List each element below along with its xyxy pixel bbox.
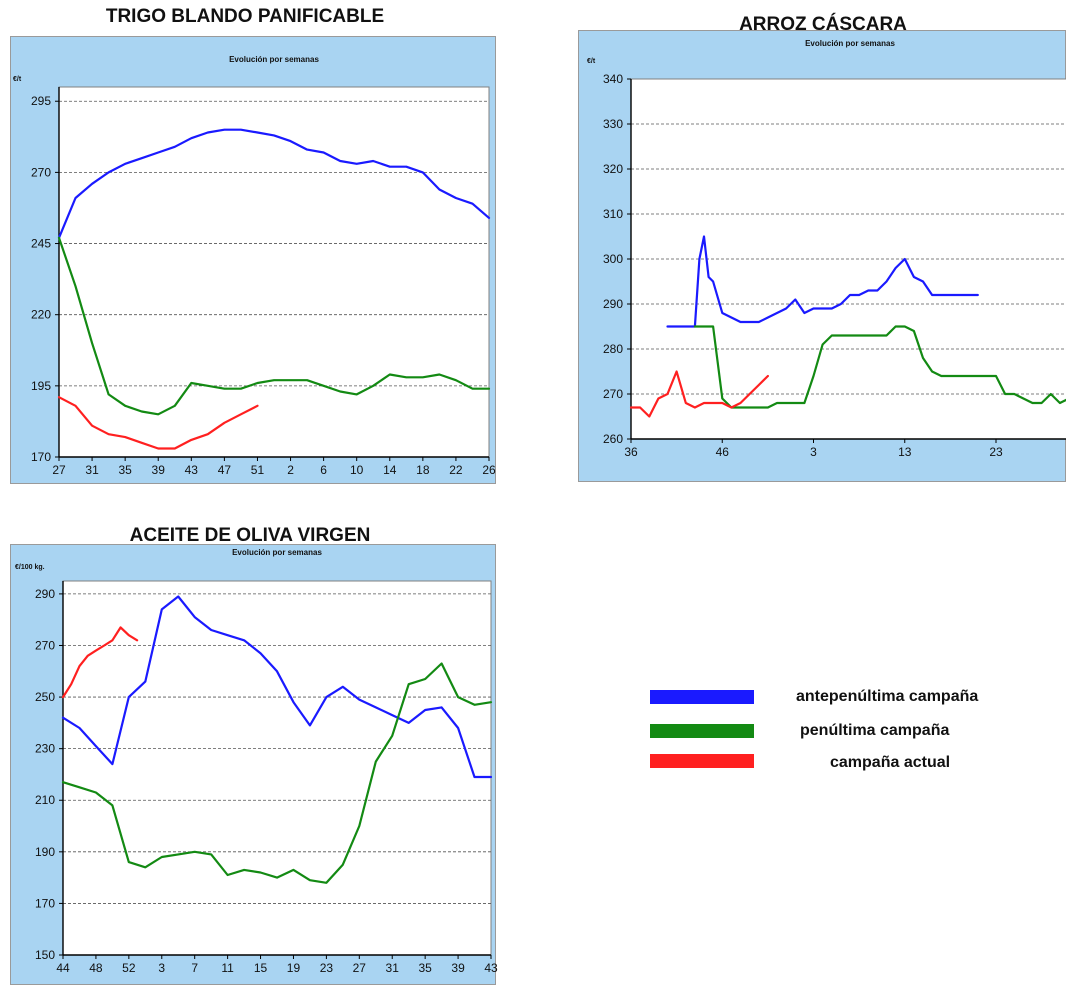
chart-svg-arroz: Evolución por semanas €/t 260 270 280 290 300 3… bbox=[587, 39, 1066, 459]
y-tick-label: 230 bbox=[35, 742, 55, 756]
series-line-0 bbox=[61, 595, 493, 779]
chart-panel-trigo: Evolución por semanas €/t 170 195 220 245 270 2… bbox=[10, 36, 496, 484]
y-tick-label: 210 bbox=[35, 793, 55, 807]
y-tick-label: 290 bbox=[603, 297, 623, 311]
chart-subtitle: Evolución por semanas bbox=[232, 548, 322, 557]
x-tick-label: 51 bbox=[251, 463, 265, 477]
x-tick-label: 15 bbox=[254, 961, 268, 975]
y-tick-label: 330 bbox=[603, 117, 623, 131]
x-tick-label: 39 bbox=[152, 463, 166, 477]
legend-label-antepenultima: antepenúltima campaña bbox=[796, 688, 979, 705]
unit-label: €/t bbox=[13, 76, 22, 83]
y-tick-label: 245 bbox=[31, 237, 51, 251]
chart-panel-arroz: Evolución por semanas €/t 260 270 280 290 300 3… bbox=[578, 30, 1066, 482]
x-tick-label: 3 bbox=[810, 445, 817, 459]
y-tick-label: 170 bbox=[35, 896, 55, 910]
y-tick-label: 310 bbox=[603, 207, 623, 221]
series-line-1 bbox=[57, 236, 491, 416]
x-tick-label: 46 bbox=[716, 445, 730, 459]
legend-item-antepenultima: antepenúltima campaña bbox=[640, 686, 1060, 706]
chart-panel-aceite: Evolución por semanas €/100 kg. 150 170 190 2… bbox=[10, 544, 498, 985]
series-line-0 bbox=[57, 128, 491, 239]
x-tick-label: 2 bbox=[287, 463, 294, 477]
legend-label-actual: campaña actual bbox=[830, 754, 951, 771]
y-tick-label: 270 bbox=[31, 165, 51, 179]
legend-item-penultima: penúltima campaña bbox=[640, 722, 1060, 742]
series-line-1 bbox=[693, 325, 1066, 409]
x-tick-label: 43 bbox=[484, 961, 498, 975]
x-tick-label: 35 bbox=[418, 961, 432, 975]
legend-label-penultima: penúltima campaña bbox=[800, 722, 950, 739]
y-tick-label: 320 bbox=[603, 162, 623, 176]
y-tick-label: 190 bbox=[35, 845, 55, 859]
x-tick-label: 43 bbox=[185, 463, 199, 477]
y-tick-label: 195 bbox=[31, 379, 51, 393]
x-tick-label: 31 bbox=[85, 463, 99, 477]
x-tick-label: 18 bbox=[416, 463, 430, 477]
legend-swatch-blue bbox=[650, 690, 754, 704]
y-tick-label: 220 bbox=[31, 308, 51, 322]
legend-item-actual: campaña actual bbox=[640, 754, 1060, 774]
y-tick-label: 250 bbox=[35, 690, 55, 704]
x-tick-label: 3 bbox=[158, 961, 165, 975]
x-tick-label: 19 bbox=[287, 961, 301, 975]
y-tick-label: 340 bbox=[603, 72, 623, 86]
plot-area bbox=[58, 86, 490, 458]
legend: antepenúltima campaña penúltima campaña … bbox=[640, 686, 1060, 786]
x-tick-label: 7 bbox=[191, 961, 198, 975]
y-tick-label: 280 bbox=[603, 342, 623, 356]
x-tick-label: 10 bbox=[350, 463, 364, 477]
legend-swatch-red bbox=[650, 754, 754, 768]
series-line-1 bbox=[61, 662, 493, 884]
y-tick-label: 290 bbox=[35, 587, 55, 601]
x-tick-label: 52 bbox=[122, 961, 136, 975]
chart-title-trigo: TRIGO BLANDO PANIFICABLE bbox=[105, 6, 385, 27]
y-tick-label: 170 bbox=[31, 450, 51, 464]
x-tick-label: 47 bbox=[218, 463, 232, 477]
x-tick-label: 14 bbox=[383, 463, 397, 477]
y-tick-label: 300 bbox=[603, 252, 623, 266]
x-tick-label: 27 bbox=[353, 961, 367, 975]
x-tick-label: 11 bbox=[221, 961, 234, 975]
plot-area bbox=[62, 580, 492, 956]
chart-title-arroz: ARROZ CÁSCARA bbox=[739, 14, 907, 35]
chart-svg-trigo: Evolución por semanas €/t 170 195 220 245 270 2… bbox=[13, 55, 496, 477]
x-tick-label: 44 bbox=[56, 961, 70, 975]
x-tick-label: 27 bbox=[52, 463, 66, 477]
unit-label: €/100 kg. bbox=[15, 564, 45, 571]
chart-svg-aceite: Evolución por semanas €/100 kg. 150 170 190 2… bbox=[15, 548, 498, 975]
x-tick-label: 31 bbox=[386, 961, 400, 975]
x-tick-label: 36 bbox=[624, 445, 638, 459]
y-tick-label: 295 bbox=[31, 94, 51, 108]
x-tick-label: 39 bbox=[451, 961, 465, 975]
y-tick-label: 270 bbox=[603, 387, 623, 401]
legend-swatch-green bbox=[650, 724, 754, 738]
chart-subtitle: Evolución por semanas bbox=[229, 55, 319, 64]
x-tick-label: 23 bbox=[989, 445, 1003, 459]
series-line-2 bbox=[61, 626, 139, 699]
y-tick-label: 270 bbox=[35, 638, 55, 652]
series-line-2 bbox=[629, 370, 769, 418]
x-tick-label: 48 bbox=[89, 961, 103, 975]
x-tick-label: 23 bbox=[320, 961, 334, 975]
x-tick-label: 35 bbox=[118, 463, 132, 477]
y-tick-label: 150 bbox=[35, 948, 55, 962]
chart-subtitle: Evolución por semanas bbox=[805, 39, 895, 48]
series-line-2 bbox=[57, 396, 259, 450]
unit-label: €/t bbox=[587, 58, 596, 65]
series-line-0 bbox=[666, 235, 979, 328]
x-tick-label: 22 bbox=[449, 463, 463, 477]
x-tick-label: 26 bbox=[482, 463, 496, 477]
x-tick-label: 13 bbox=[898, 445, 912, 459]
x-tick-label: 6 bbox=[320, 463, 327, 477]
y-tick-label: 260 bbox=[603, 432, 623, 446]
chart-title-aceite: ACEITE DE OLIVA VIRGEN bbox=[129, 525, 371, 546]
